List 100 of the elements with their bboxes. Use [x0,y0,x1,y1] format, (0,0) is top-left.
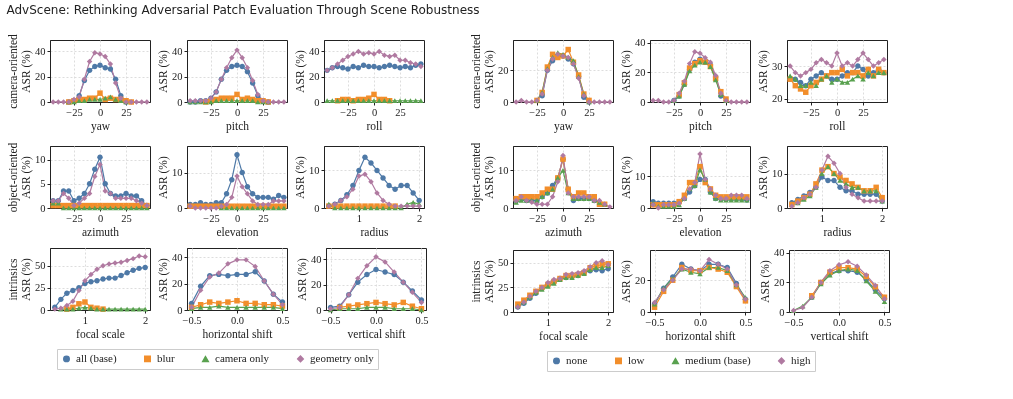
y-tick-label: 0 [503,306,509,318]
y-tick-label: 10 [35,154,46,166]
x-tick-label: 25 [121,212,132,224]
x-axis-title: pitch [689,120,713,133]
legend-label: medium (base) [685,354,752,368]
y-tick-label: 0 [40,202,46,214]
x-axis-title: yaw [90,120,111,133]
y-axis-title: intrinsics ASR (%) [469,259,496,303]
x-tick-label: 0.0 [832,316,847,328]
x-tick-label: 2 [417,212,423,224]
x-tick-label: 1 [545,316,552,328]
y-tick-label: 25 [35,282,46,294]
y-tick-label: 40 [35,45,46,57]
x-tick-label: −25 [666,106,683,118]
x-axis-title: roll [829,120,846,132]
y-tick-label: 40 [774,247,785,259]
legend-label: blur [157,351,176,364]
y-axis-title: ASR (%) [757,156,770,199]
x-tick-label: −0.5 [182,314,202,326]
y-tick-label: 20 [309,71,320,83]
legend-label: none [566,353,588,366]
x-tick-label: 0 [834,106,841,118]
legend-label: camera only [215,352,270,365]
x-axis-title: yaw [553,120,574,133]
x-tick-label: −25 [66,212,83,224]
x-tick-label: 0.0 [369,314,384,326]
x-tick-label: −25 [203,106,220,118]
y-tick-label: 10 [635,170,646,182]
x-tick-label: 0 [371,106,378,118]
x-tick-label: 25 [258,106,269,118]
x-tick-label: 2 [606,316,612,328]
y-axis-title: ASR (%) [620,50,633,93]
y-tick-label: 20 [498,64,509,76]
x-tick-label: 0.0 [230,314,245,326]
y-tick-label: 20 [635,66,646,78]
y-tick-label: 0 [177,96,183,108]
x-tick-label: −0.5 [784,316,804,328]
y-axis-title: ASR (%) [759,260,772,303]
y-axis-title: ASR (%) [294,50,307,93]
y-axis-title: ASR (%) [296,258,309,301]
y-tick-label: 20 [772,93,783,105]
text: AdvScene: Rethinking Adversarial Patch Evaluation Through Scene Robustness [6,3,480,18]
x-tick-label: 0 [234,106,241,118]
x-tick-label: 25 [584,106,595,118]
y-tick-label: 20 [35,71,46,83]
x-tick-label: 0 [697,212,704,224]
x-tick-label: 0 [560,212,567,224]
y-axis-title: ASR (%) [157,156,170,199]
x-tick-label: −25 [203,212,220,224]
legend-label: low [628,353,645,366]
y-tick-label: 0 [177,304,183,316]
y-tick-label: 20 [311,279,322,291]
x-axis-title: focal scale [539,330,588,342]
y-tick-label: 50 [498,257,509,269]
x-axis-title: horizontal shift [665,330,737,342]
x-tick-label: 0 [234,212,241,224]
x-tick-label: 0.0 [693,316,708,328]
legend-label: high [791,353,812,366]
x-tick-label: 2 [143,314,149,326]
y-tick-label: 40 [172,45,183,57]
x-tick-label: 0.5 [878,316,892,328]
x-axis-title: vertical shift [810,330,870,342]
x-tick-label: 1 [82,314,89,326]
x-tick-label: 2 [880,212,886,224]
x-tick-label: −25 [666,212,683,224]
x-tick-label: −25 [529,212,546,224]
y-tick-label: 25 [498,281,509,293]
x-axis-title: vertical shift [347,328,407,340]
y-tick-label: 10 [498,164,509,176]
y-axis-title: camera-oriented ASR (%) [469,33,496,109]
x-tick-label: 1 [819,212,826,224]
y-tick-label: 40 [309,45,320,57]
legend-label: all (base) [76,351,117,365]
y-tick-label: 0 [640,202,646,214]
y-tick-label: 10 [172,167,183,179]
x-tick-label: −0.5 [645,316,665,328]
y-tick-label: 20 [774,276,785,288]
x-axis-title: pitch [226,120,250,133]
y-tick-label: 40 [172,251,183,263]
x-axis-title: elevation [679,226,722,238]
x-tick-label: 25 [395,106,406,118]
x-tick-label: 1 [356,212,363,224]
y-axis-title: camera-oriented ASR (%) [6,33,33,109]
x-tick-label: 25 [121,106,132,118]
x-tick-label: 25 [858,106,869,118]
x-tick-label: −25 [66,106,83,118]
x-tick-label: 0 [97,106,104,118]
y-axis-title: object-oriented ASR (%) [469,142,496,213]
y-tick-label: 0 [40,96,46,108]
y-tick-label: 0 [777,202,783,214]
y-tick-label: 20 [172,71,183,83]
x-tick-label: 25 [721,212,732,224]
x-axis-title: azimuth [81,226,120,238]
y-tick-label: 0 [503,202,509,214]
y-tick-label: 40 [311,253,322,265]
x-tick-label: −0.5 [321,314,341,326]
x-tick-label: 0 [97,212,104,224]
x-tick-label: 0.5 [276,314,290,326]
y-tick-label: 0 [40,304,46,316]
x-tick-label: −25 [803,106,820,118]
